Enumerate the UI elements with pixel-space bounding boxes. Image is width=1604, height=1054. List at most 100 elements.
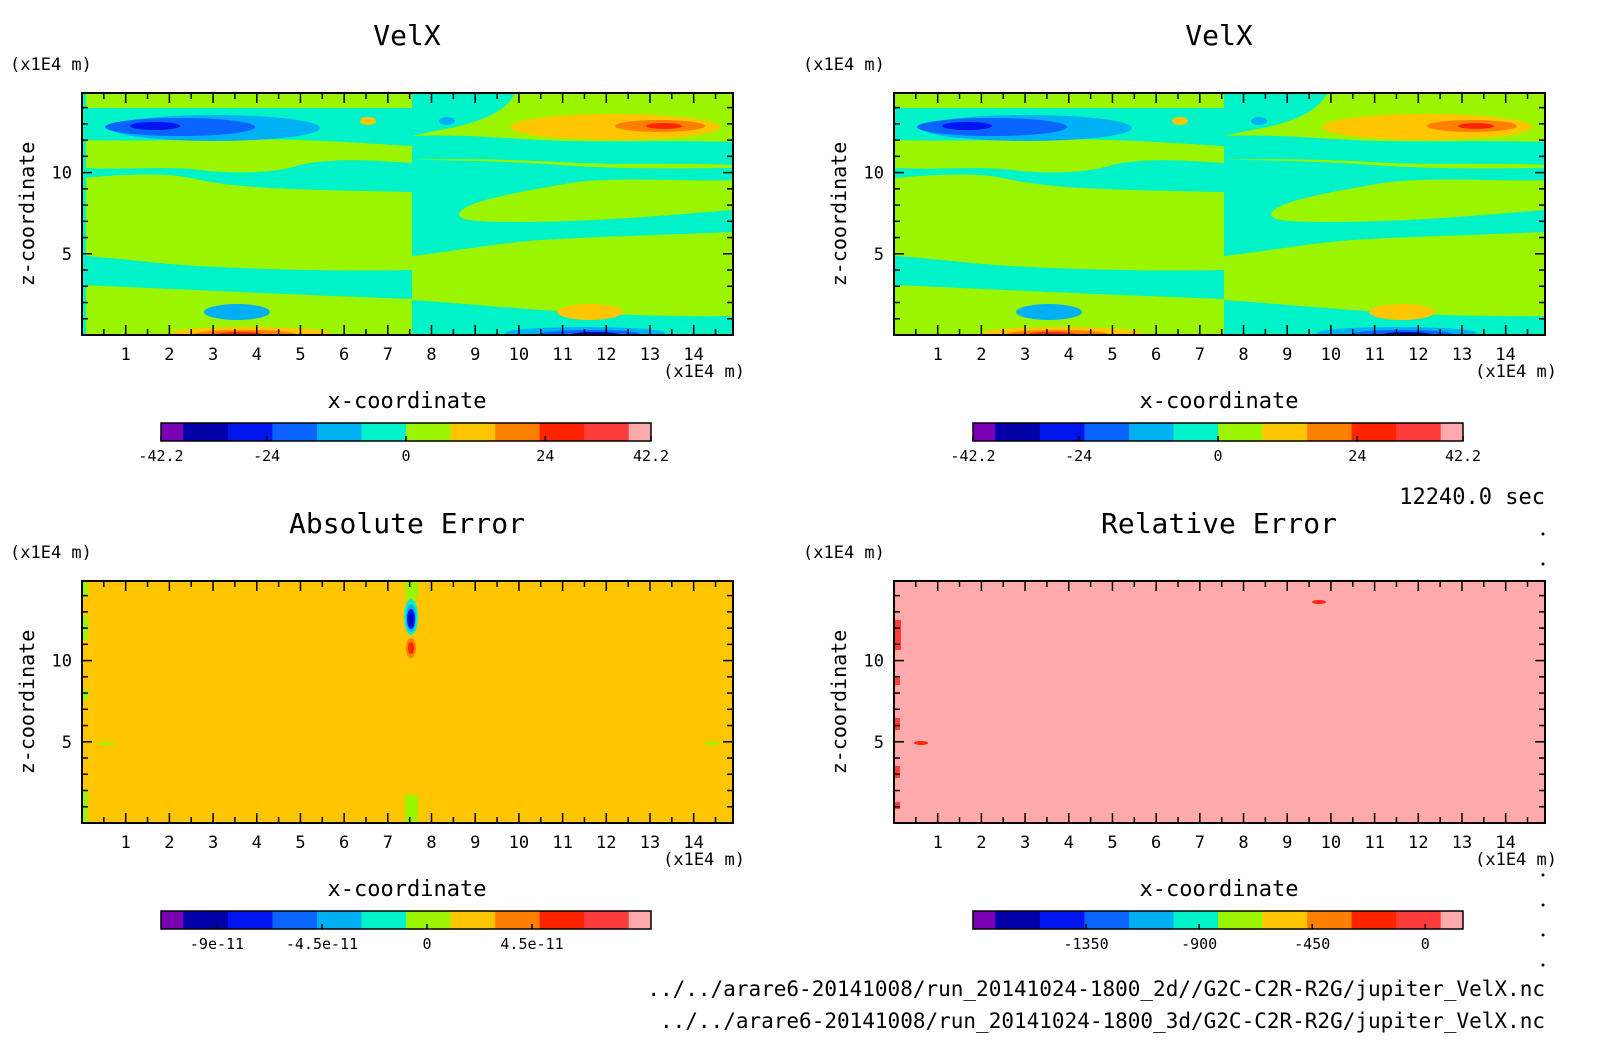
field-feature: [1458, 123, 1494, 129]
x-tick-label: 7: [1195, 833, 1205, 853]
x-tick-label: 12: [596, 345, 616, 365]
x-tick-label: 6: [1151, 833, 1161, 853]
x-tick-label: 2: [976, 345, 986, 365]
field-background: [894, 581, 1545, 823]
colorbar: -1350 -900 -450 0: [972, 910, 1464, 953]
colorbar-swatch: [272, 911, 318, 929]
field-feature: [557, 304, 623, 320]
plot-frame: [81, 92, 734, 336]
y-unit-label: (x1E4 m): [10, 55, 92, 75]
heatmap-field: [82, 581, 733, 823]
colorbar-swatch: [1307, 911, 1353, 929]
colorbar-swatch: [539, 911, 585, 929]
x-tick-label: 13: [640, 833, 660, 853]
plot-frame: [893, 580, 1546, 824]
x-tick-label: 2: [164, 833, 174, 853]
x-axis-label: x-coordinate: [328, 389, 487, 414]
x-axis-label: x-coordinate: [1140, 389, 1299, 414]
x-tick-label: 5: [1107, 833, 1117, 853]
x-tick-label: 13: [1452, 345, 1472, 365]
x-tick-label: 10: [1321, 345, 1341, 365]
x-tick-label: 13: [1452, 833, 1472, 853]
field-band: [412, 160, 733, 256]
field-feature: [100, 742, 114, 745]
field-feature: [646, 123, 682, 129]
colorbar-swatch: [1039, 423, 1085, 441]
y-tick-label: 10: [52, 652, 72, 672]
colorbar-swatch: [450, 423, 496, 441]
x-tick-label: 14: [1495, 833, 1515, 853]
x-tick-label: 5: [295, 833, 305, 853]
colorbar-swatch: [1262, 423, 1308, 441]
panel-title: Absolute Error: [289, 507, 525, 540]
field-feature: [105, 118, 255, 136]
colorbar-tick-label: -24: [253, 447, 280, 465]
x-tick-label: 4: [1064, 833, 1074, 853]
colorbar-tick-label: 0: [1213, 447, 1222, 465]
file-path-2d: ../../arare6-20141008/run_20141024-1800_…: [647, 977, 1545, 1001]
colorbar-swatch: [995, 911, 1041, 929]
x-tick-label: 12: [1408, 833, 1428, 853]
field-band: [1224, 93, 1327, 136]
colorbar-swatch: [495, 423, 541, 441]
x-tick-label: 11: [552, 833, 572, 853]
colorbar: -9e-11 -4.5e-11 0 4.5e-11: [160, 910, 652, 953]
heatmap-field: [894, 93, 1545, 335]
colorbar-swatch: [316, 911, 362, 929]
x-tick-label: 4: [1064, 345, 1074, 365]
colorbar-swatch: [1039, 911, 1085, 929]
y-tick-label: 5: [62, 733, 72, 753]
colorbar-swatch: [539, 423, 585, 441]
colorbar-swatch: [973, 423, 996, 441]
colorbar-tick-label: 42.2: [633, 447, 669, 465]
field-edge: [82, 596, 88, 616]
x-tick-label: 7: [1195, 345, 1205, 365]
colorbar: -42.2 -24 0 24 42.2: [138, 422, 669, 465]
x-unit-label: (x1E4 m): [1475, 362, 1557, 382]
plot-frame: [81, 580, 734, 824]
colorbar-swatch: [1128, 423, 1174, 441]
x-tick-label: 3: [1020, 833, 1030, 853]
field-column: [405, 581, 418, 599]
field-feature: [1369, 304, 1435, 320]
panel-relative-error: Relative Error (x1E4 m) 1 2 3 4 5 6 7 8 9 10 11 12 1…: [803, 507, 1557, 953]
dot-marker: [1541, 933, 1545, 937]
field-band: [894, 174, 1224, 271]
panel-title: VelX: [1185, 19, 1253, 52]
field-band: [82, 174, 412, 271]
colorbar-frame: [972, 910, 1464, 930]
colorbar: -42.2 -24 0 24 42.2: [950, 422, 1481, 465]
field-feature: [360, 117, 376, 125]
x-unit-label: (x1E4 m): [1475, 850, 1557, 870]
field-feature: [1172, 117, 1188, 125]
field-feature: [204, 304, 270, 320]
colorbar-swatch: [227, 423, 273, 441]
y-tick-label: 10: [864, 164, 884, 184]
colorbar-swatch: [316, 423, 362, 441]
x-tick-label: 14: [683, 833, 703, 853]
heatmap-field: [894, 581, 1545, 823]
x-tick-label: 1: [933, 833, 943, 853]
field-band: [412, 135, 733, 165]
y-axis-label: z-coordinate: [15, 630, 39, 775]
colorbar-swatch: [1173, 423, 1219, 441]
colorbar-swatch: [161, 423, 184, 441]
colorbar-frame: [160, 910, 652, 930]
x-tick-label: 1: [121, 345, 131, 365]
colorbar-swatch: [406, 423, 452, 441]
y-ticks: 5 10: [52, 594, 733, 808]
x-tick-label: 5: [1107, 345, 1117, 365]
x-tick-label: 14: [1495, 345, 1515, 365]
colorbar-tick-label: 24: [536, 447, 554, 465]
colorbar-tick-label: 0: [422, 935, 431, 953]
field-feature: [409, 614, 413, 624]
colorbar-swatch: [361, 911, 407, 929]
colorbar-swatch: [1307, 423, 1353, 441]
colorbar-tick-label: -900: [1181, 935, 1217, 953]
y-unit-label: (x1E4 m): [803, 543, 885, 563]
dot-marker: [1541, 963, 1545, 967]
x-unit-label: (x1E4 m): [663, 850, 745, 870]
panel-absolute-error: Absolute Error (x1E4 m) 1 2 3 4 5 6 7 8 9 10 11 12 1…: [10, 507, 745, 953]
colorbar-swatch: [272, 423, 318, 441]
field-band: [412, 93, 733, 120]
